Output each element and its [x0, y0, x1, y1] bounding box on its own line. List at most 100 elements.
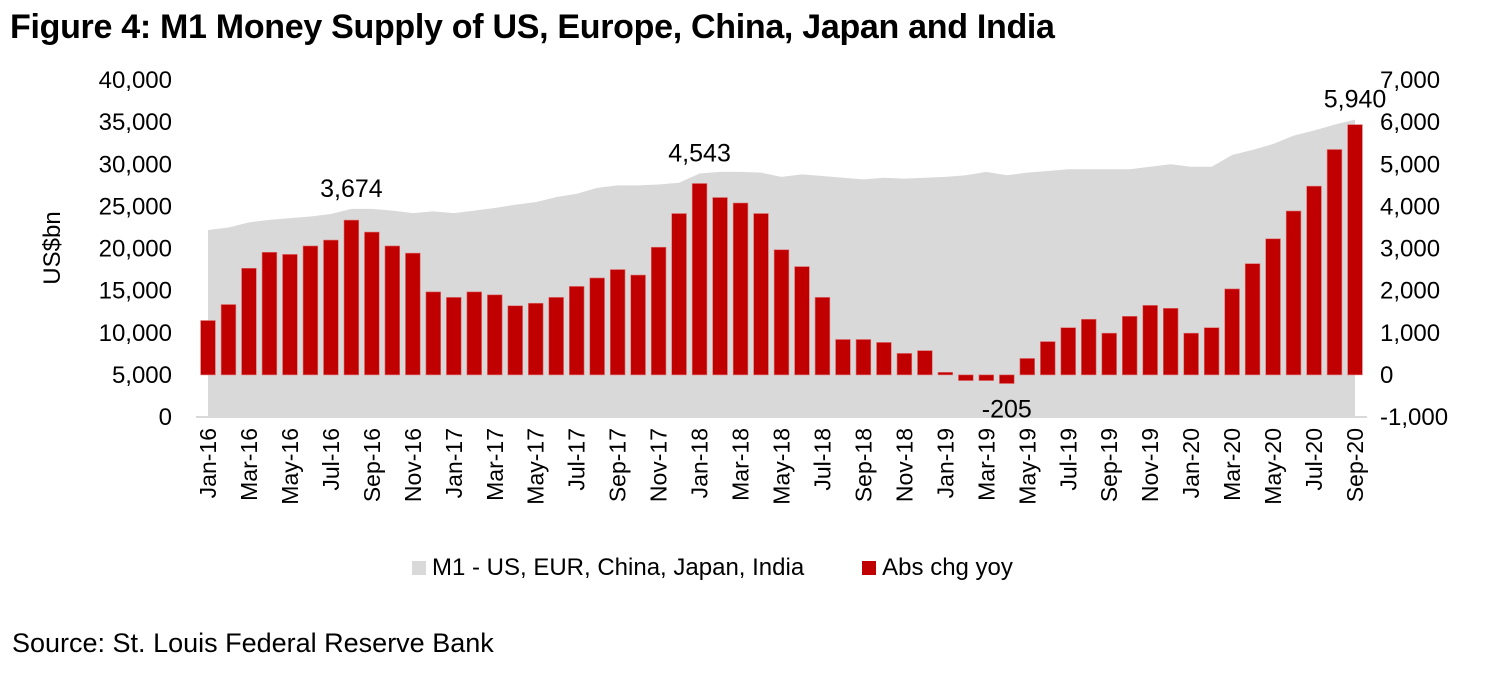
- x-tick-label: Sep-19: [1096, 428, 1122, 502]
- x-tick-label: Sep-16: [359, 428, 385, 502]
- x-tick-label: May-19: [1014, 428, 1040, 505]
- bar-feb-16: [220, 304, 237, 376]
- bar-may-18: [773, 249, 790, 376]
- bar-aug-20: [1326, 149, 1343, 376]
- left-tick-label: 5,000: [112, 362, 172, 389]
- bar-jan-16: [200, 320, 216, 376]
- bar-jun-19: [1040, 341, 1056, 376]
- left-tick-label: 25,000: [99, 193, 172, 220]
- bar-aug-16: [343, 219, 360, 376]
- bar-nov-19: [1142, 305, 1158, 376]
- data-labels: 3,674 4,543 -205 5,940: [320, 86, 1386, 424]
- left-tick-label: 10,000: [99, 320, 172, 347]
- bar-oct-17: [630, 274, 646, 376]
- bar-nov-18: [896, 353, 913, 376]
- bar-jan-17: [446, 297, 462, 376]
- right-tick-label: 4,000: [1380, 193, 1440, 220]
- x-tick-label: May-20: [1260, 428, 1286, 505]
- bar-sep-16: [364, 231, 380, 376]
- left-tick-label: 20,000: [99, 236, 172, 263]
- bar-jul-19: [1060, 327, 1076, 376]
- bar-jun-16: [302, 245, 319, 376]
- bar-oct-16: [384, 245, 401, 376]
- x-tick-label: Jan-17: [441, 428, 467, 498]
- bar-oct-18: [876, 342, 892, 376]
- x-tick-label: Jul-19: [1055, 428, 1081, 491]
- legend-label-m1: M1 - US, EUR, China, Japan, India: [432, 554, 805, 581]
- x-tick-label: Nov-17: [646, 428, 672, 502]
- bar-may-19: [1019, 358, 1035, 376]
- data-label: 5,940: [1324, 86, 1387, 114]
- right-tick-label: 3,000: [1380, 236, 1440, 263]
- bar-jul-18: [814, 297, 831, 376]
- bar-oct-19: [1122, 316, 1138, 376]
- bar-feb-19: [958, 374, 974, 381]
- x-tick-label: Nov-18: [891, 428, 917, 502]
- x-tick-label: May-16: [277, 428, 303, 505]
- bar-apr-18: [753, 213, 769, 376]
- left-axis-ticks: 0 5,000 10,000 15,000 20,000 25,000 30,000 35,0…: [99, 67, 172, 431]
- left-tick-label: 30,000: [99, 151, 172, 178]
- bar-feb-18: [712, 197, 728, 376]
- x-tick-label: Nov-19: [1137, 428, 1163, 502]
- right-tick-label: 1,000: [1380, 320, 1440, 347]
- bar-apr-17: [507, 305, 523, 376]
- x-tick-label: Sep-18: [850, 428, 876, 502]
- y-axis-label: US$bn: [39, 211, 66, 284]
- bar-mar-18: [732, 202, 749, 376]
- bar-jul-20: [1306, 185, 1322, 376]
- bar-mar-20: [1224, 288, 1240, 376]
- x-tick-label: Mar-16: [236, 428, 262, 501]
- x-tick-label: Jul-16: [318, 428, 344, 491]
- x-tick-label: Jan-18: [687, 428, 713, 498]
- bar-feb-17: [466, 291, 482, 376]
- right-tick-label: 6,000: [1380, 109, 1440, 136]
- bar-sep-18: [855, 339, 872, 376]
- x-tick-label: Jul-17: [564, 428, 590, 491]
- x-tick-label: Jan-20: [1178, 428, 1204, 498]
- bar-dec-17: [671, 213, 687, 376]
- bar-jan-19: [937, 372, 954, 376]
- bar-jul-16: [323, 239, 339, 376]
- bar-may-16: [282, 254, 298, 376]
- bar-aug-19: [1081, 318, 1097, 376]
- x-tick-label: Sep-17: [605, 428, 631, 502]
- bar-nov-16: [405, 252, 421, 376]
- bar-mar-17: [487, 294, 503, 376]
- bar-aug-17: [589, 277, 605, 376]
- left-tick-label: 40,000: [99, 67, 172, 94]
- right-tick-label: 5,000: [1380, 151, 1440, 178]
- bar-jan-20: [1183, 332, 1199, 376]
- bar-feb-20: [1203, 327, 1220, 376]
- bar-sep-19: [1101, 332, 1117, 376]
- bar-dec-16: [425, 291, 441, 376]
- bar-jul-17: [569, 286, 585, 376]
- x-tick-label: Jan-16: [195, 428, 221, 498]
- x-tick-label: Mar-18: [728, 428, 754, 501]
- legend-swatch-bar: [862, 561, 877, 575]
- legend-item-m1: M1 - US, EUR, China, Japan, India: [412, 554, 804, 582]
- x-tick-label: Jan-19: [932, 428, 958, 498]
- x-tick-label: Sep-20: [1342, 428, 1368, 502]
- legend-swatch-area: [412, 561, 426, 575]
- right-tick-label: 7,000: [1380, 67, 1440, 94]
- x-tick-label: May-18: [769, 428, 795, 505]
- right-tick-label: 0: [1380, 362, 1393, 389]
- data-label: -205: [982, 396, 1032, 424]
- x-tick-label: May-17: [523, 428, 549, 505]
- x-tick-label: Mar-19: [973, 428, 999, 501]
- right-tick-label: -1,000: [1380, 404, 1448, 431]
- bar-dec-18: [917, 350, 933, 376]
- bar-sep-17: [609, 269, 626, 376]
- bar-apr-19: [999, 374, 1015, 384]
- bar-may-17: [528, 302, 544, 376]
- bar-mar-16: [241, 267, 257, 376]
- x-tick-label: Mar-20: [1219, 428, 1245, 501]
- bar-series-layer: [200, 124, 1363, 384]
- data-label: 3,674: [320, 175, 383, 203]
- x-tick-label: Jul-18: [809, 428, 835, 491]
- bar-nov-17: [650, 246, 667, 376]
- bar-jun-17: [548, 297, 564, 376]
- figure-title: Figure 4: M1 Money Supply of US, Europe,…: [10, 8, 1055, 46]
